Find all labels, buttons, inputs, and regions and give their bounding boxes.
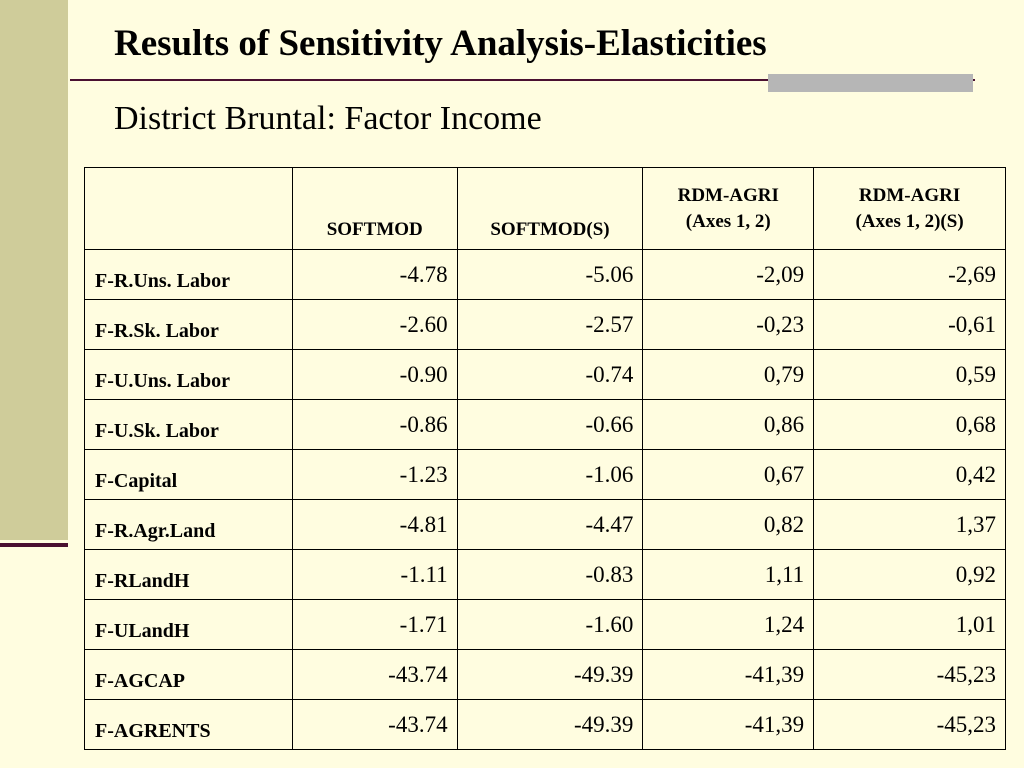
cell-rdm-agri: 0,86	[642, 399, 815, 450]
table-row: F-R.Uns. Labor -4.78 -5.06 -2,09 -2,69	[84, 249, 1006, 300]
cell-rdm-agri-s: 1,37	[813, 499, 1006, 550]
cell-rdm-agri-s: -45,23	[813, 699, 1006, 750]
cell-rdm-agri: 0,82	[642, 499, 815, 550]
header-softmod: SOFTMOD	[291, 167, 458, 250]
row-label: F-RLandH	[84, 549, 293, 600]
table-row: F-AGCAP -43.74 -49.39 -41,39 -45,23	[84, 649, 1006, 700]
row-label: F-U.Uns. Labor	[84, 349, 293, 400]
header-rdm-agri: RDM-AGRI (Axes 1, 2)	[642, 167, 815, 250]
cell-rdm-agri: 1,11	[642, 549, 815, 600]
cell-softmod: -4.81	[291, 499, 458, 550]
table-row: F-R.Sk. Labor -2.60 -2.57 -0,23 -0,61	[84, 299, 1006, 350]
cell-softmod: -0.86	[291, 399, 458, 450]
table-row: F-U.Uns. Labor -0.90 -0.74 0,79 0,59	[84, 349, 1006, 400]
table-header-row: SOFTMOD SOFTMOD(S) RDM-AGRI (Axes 1, 2) …	[84, 167, 1006, 250]
title-rule	[70, 79, 975, 81]
table-row: F-RLandH -1.11 -0.83 1,11 0,92	[84, 549, 1006, 600]
cell-softmod-s: -49.39	[456, 699, 644, 750]
header-empty-cell	[84, 167, 293, 250]
row-label: F-U.Sk. Labor	[84, 399, 293, 450]
page-subtitle: District Bruntal: Factor Income	[114, 100, 542, 137]
cell-rdm-agri-s: 0,42	[813, 449, 1006, 500]
cell-rdm-agri: -0,23	[642, 299, 815, 350]
cell-rdm-agri: 1,24	[642, 599, 815, 650]
cell-softmod-s: -0.74	[456, 349, 644, 400]
cell-rdm-agri-s: -2,69	[813, 249, 1006, 300]
row-label: F-R.Uns. Labor	[84, 249, 293, 300]
cell-softmod: -1.71	[291, 599, 458, 650]
cell-softmod: -43.74	[291, 699, 458, 750]
row-label: F-R.Agr.Land	[84, 499, 293, 550]
cell-rdm-agri: 0,79	[642, 349, 815, 400]
table-row: F-Capital -1.23 -1.06 0,67 0,42	[84, 449, 1006, 500]
cell-rdm-agri-s: 0,59	[813, 349, 1006, 400]
cell-rdm-agri-s: 0,68	[813, 399, 1006, 450]
header-rdm-agri-line1: RDM-AGRI	[677, 184, 779, 206]
cell-softmod-s: -4.47	[456, 499, 644, 550]
cell-rdm-agri-s: -45,23	[813, 649, 1006, 700]
left-bar-rule	[0, 543, 68, 547]
cell-softmod-s: -0.66	[456, 399, 644, 450]
title-rule-accent	[768, 74, 973, 92]
cell-rdm-agri: -41,39	[642, 649, 815, 700]
row-label: F-R.Sk. Labor	[84, 299, 293, 350]
cell-softmod: -43.74	[291, 649, 458, 700]
row-label: F-AGRENTS	[84, 699, 293, 750]
header-rdm-agri-s-line2: (Axes 1, 2)(S)	[855, 210, 964, 232]
table-row: F-R.Agr.Land -4.81 -4.47 0,82 1,37	[84, 499, 1006, 550]
row-label: F-AGCAP	[84, 649, 293, 700]
cell-softmod: -0.90	[291, 349, 458, 400]
cell-softmod: -1.23	[291, 449, 458, 500]
cell-rdm-agri: -2,09	[642, 249, 815, 300]
table-row: F-U.Sk. Labor -0.86 -0.66 0,86 0,68	[84, 399, 1006, 450]
cell-softmod-s: -0.83	[456, 549, 644, 600]
table-row: F-AGRENTS -43.74 -49.39 -41,39 -45,23	[84, 699, 1006, 750]
elasticities-table: SOFTMOD SOFTMOD(S) RDM-AGRI (Axes 1, 2) …	[84, 167, 1006, 750]
cell-rdm-agri-s: 1,01	[813, 599, 1006, 650]
cell-softmod: -2.60	[291, 299, 458, 350]
cell-softmod-s: -1.06	[456, 449, 644, 500]
row-label: F-ULandH	[84, 599, 293, 650]
header-rdm-agri-line2: (Axes 1, 2)	[685, 210, 771, 232]
cell-rdm-agri: -41,39	[642, 699, 815, 750]
left-decorative-bar	[0, 0, 68, 540]
header-rdm-agri-s-line1: RDM-AGRI	[858, 184, 961, 206]
cell-softmod-s: -1.60	[456, 599, 644, 650]
cell-rdm-agri-s: -0,61	[813, 299, 1006, 350]
cell-softmod-s: -5.06	[456, 249, 644, 300]
cell-softmod-s: -49.39	[456, 649, 644, 700]
cell-softmod: -1.11	[291, 549, 458, 600]
header-rdm-agri-s: RDM-AGRI (Axes 1, 2)(S)	[813, 167, 1006, 250]
cell-softmod-s: -2.57	[456, 299, 644, 350]
table-row: F-ULandH -1.71 -1.60 1,24 1,01	[84, 599, 1006, 650]
page-title: Results of Sensitivity Analysis-Elastici…	[114, 23, 767, 64]
cell-rdm-agri: 0,67	[642, 449, 815, 500]
row-label: F-Capital	[84, 449, 293, 500]
cell-softmod: -4.78	[291, 249, 458, 300]
header-softmod-s: SOFTMOD(S)	[456, 167, 644, 250]
cell-rdm-agri-s: 0,92	[813, 549, 1006, 600]
